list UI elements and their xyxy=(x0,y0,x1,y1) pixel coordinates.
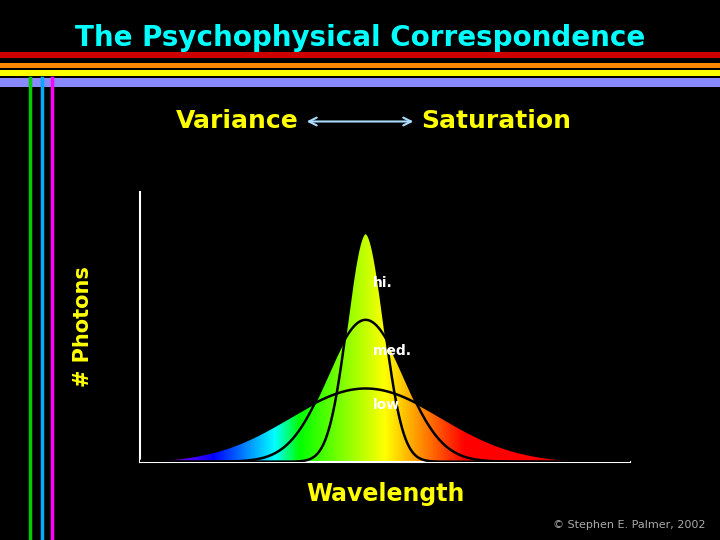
Text: Wavelength: Wavelength xyxy=(306,482,464,506)
Text: low: low xyxy=(373,397,400,411)
Text: © Stephen E. Palmer, 2002: © Stephen E. Palmer, 2002 xyxy=(553,520,706,530)
Text: med.: med. xyxy=(373,344,412,358)
Text: # Photons: # Photons xyxy=(73,266,93,387)
Text: hi.: hi. xyxy=(373,276,392,290)
Text: Variance: Variance xyxy=(176,110,299,133)
Text: The Psychophysical Correspondence: The Psychophysical Correspondence xyxy=(75,24,645,52)
Text: Saturation: Saturation xyxy=(421,110,571,133)
